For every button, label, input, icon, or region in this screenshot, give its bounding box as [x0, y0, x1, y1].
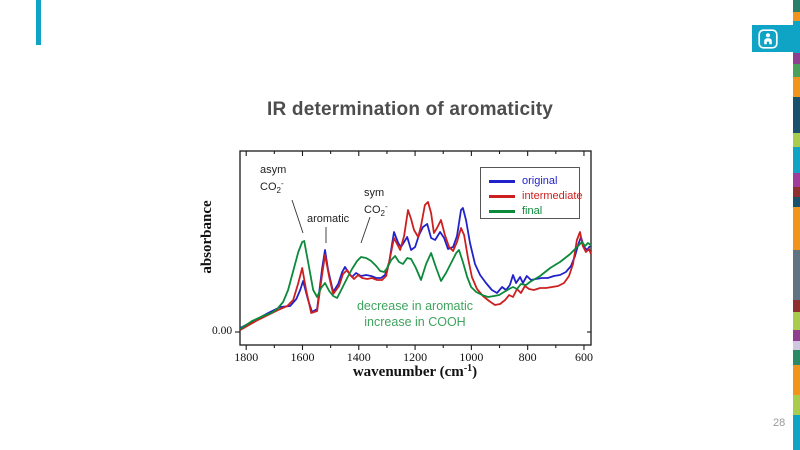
strip-segment — [793, 187, 800, 197]
strip-segment — [793, 395, 800, 415]
strip-segment — [793, 147, 800, 173]
legend-label: intermediate — [522, 190, 583, 202]
strip-segment — [793, 197, 800, 207]
page-number: 28 — [773, 417, 786, 429]
strip-segment — [793, 415, 800, 450]
legend-swatch-intermediate — [489, 195, 515, 198]
strip-segment — [793, 0, 800, 12]
legend: original intermediate final — [480, 167, 583, 219]
x-tick-label: 1200 — [403, 350, 428, 364]
strip-segment — [793, 133, 800, 147]
chart-note-line1: decrease in aromatic — [356, 299, 474, 313]
strip-segment — [793, 207, 800, 250]
strip-segment — [793, 341, 800, 350]
x-tick-label: 800 — [518, 350, 537, 364]
x-axis-label: wavenumber (cm-1) — [352, 363, 478, 380]
strip-segment — [793, 173, 800, 187]
ir-spectrum-chart — [235, 150, 592, 350]
accent-bar — [36, 0, 41, 45]
strip-segment — [793, 64, 800, 77]
logo — [752, 25, 800, 52]
legend-swatch-final — [489, 210, 515, 213]
strip-segment — [793, 250, 800, 300]
annotation-asym-co2: asym CO2- — [260, 164, 287, 195]
logo-person-icon — [758, 28, 778, 49]
edge-strip — [793, 0, 800, 450]
chart-note-line2: increase in COOH — [364, 315, 466, 329]
x-tick-label: 1000 — [459, 350, 484, 364]
legend-label: original — [522, 175, 558, 187]
strip-segment — [793, 312, 800, 330]
x-tick-label: 1600 — [290, 350, 315, 364]
annotation-pointers — [291, 199, 371, 244]
strip-segment — [793, 365, 800, 395]
x-tick-label: 1400 — [346, 350, 371, 364]
annotation-aromatic: aromatic — [307, 213, 350, 225]
legend-label: final — [522, 205, 543, 217]
annotation-pointer-asym — [291, 199, 304, 234]
chart-note: decrease in aromatic increase in COOH — [335, 298, 495, 330]
annotation-sym-co2: sym CO2- — [364, 187, 388, 218]
y-zero-tick-label: 0.00 — [212, 325, 233, 337]
legend-item-final: final — [481, 204, 579, 219]
legend-item-intermediate: intermediate — [481, 189, 583, 204]
curve-intermediate — [239, 201, 592, 331]
y-axis-label: absorbance — [199, 200, 215, 274]
axis-ticks — [235, 151, 591, 350]
strip-segment — [793, 53, 800, 64]
strip-segment — [793, 97, 800, 133]
annotation-pointer-sym — [360, 216, 371, 244]
x-tick-label: 600 — [574, 350, 593, 364]
legend-item-original: original — [481, 174, 579, 189]
curve-final — [239, 240, 592, 330]
strip-segment — [793, 77, 800, 97]
spectrum-curves — [239, 201, 592, 331]
strip-segment — [793, 350, 800, 365]
legend-swatch-original — [489, 180, 515, 183]
strip-segment — [793, 12, 800, 21]
strip-segment — [793, 330, 800, 341]
x-tick-label: 1800 — [234, 350, 259, 364]
slide-title: IR determination of aromaticity — [267, 99, 553, 120]
strip-segment — [793, 300, 800, 312]
